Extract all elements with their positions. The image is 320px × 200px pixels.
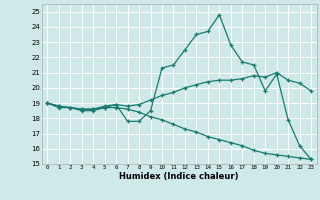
- X-axis label: Humidex (Indice chaleur): Humidex (Indice chaleur): [119, 172, 239, 181]
